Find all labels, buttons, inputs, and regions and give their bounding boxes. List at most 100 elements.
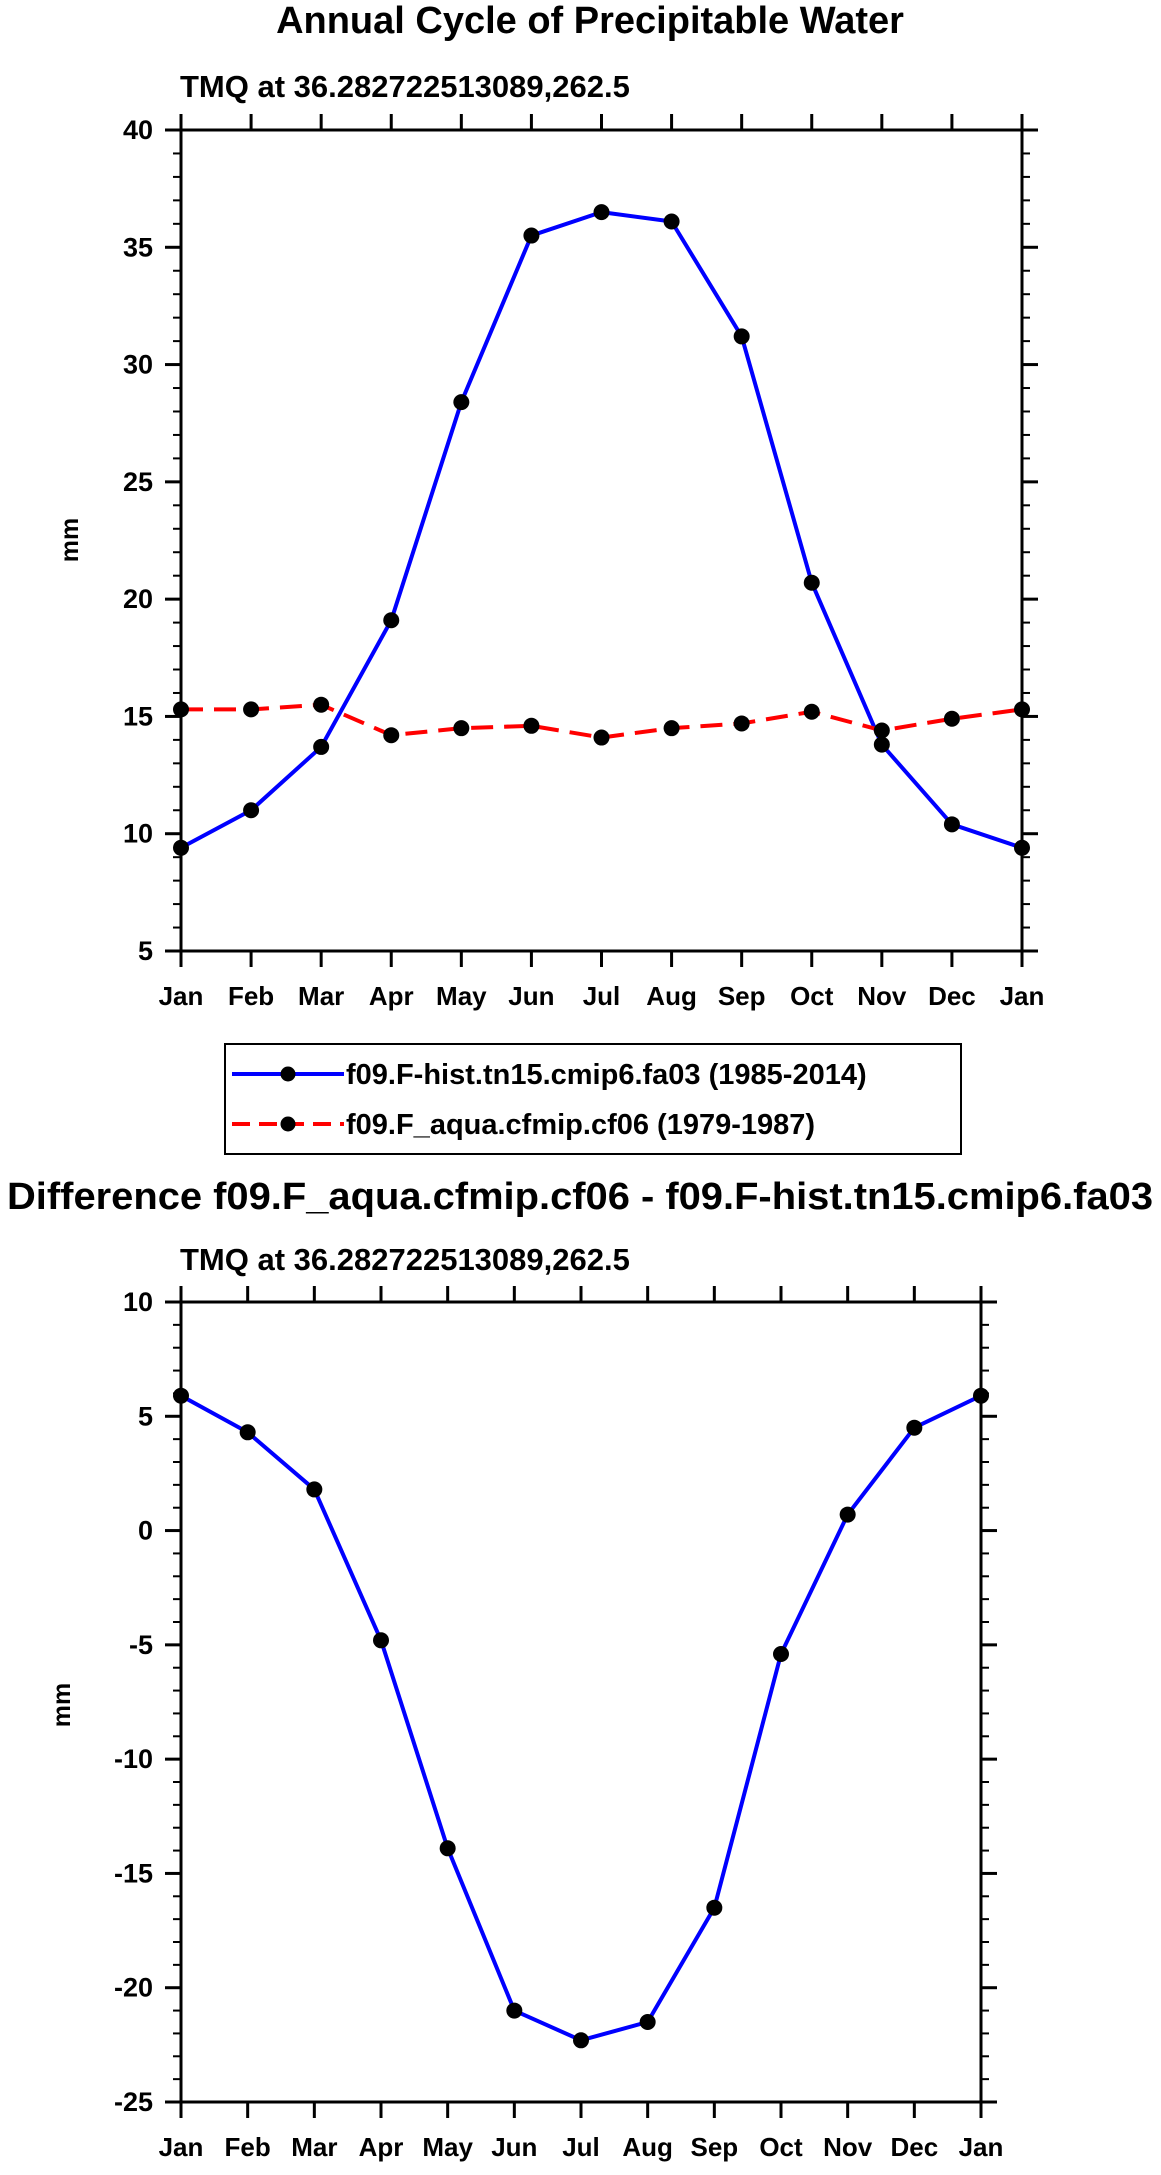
data-point — [239, 1424, 256, 1441]
y-ticks: 5 10 15 20 25 30 35 40 — [123, 115, 1038, 966]
x-tick-label: Oct — [790, 981, 834, 1011]
x-tick-label: Aug — [622, 2132, 673, 2162]
data-point — [313, 738, 330, 755]
data-point — [593, 729, 610, 746]
x-tick-label: Feb — [225, 2132, 271, 2162]
data-point — [173, 701, 189, 718]
x-tick-label: Jun — [508, 981, 554, 1011]
y-tick-label: -25 — [114, 2087, 153, 2117]
data-point — [1014, 839, 1030, 856]
data-point — [973, 1387, 989, 1404]
legend-label-series-1: f09.F-hist.tn15.cmip6.fa03 (1985-2014) — [346, 1059, 867, 1091]
data-point — [173, 839, 189, 856]
x-tick-label: Apr — [369, 981, 414, 1011]
x-tick-label: Feb — [228, 981, 274, 1011]
x-tick-label: May — [436, 981, 487, 1011]
chart-title: Difference f09.F_aqua.cfmip.cf06 - f09.F… — [7, 1176, 1153, 1218]
x-tick-label: Jan — [159, 981, 204, 1011]
x-ticks: Jan Feb Mar Apr May Jun Jul Aug Sep Oct Nov Dec Jan — [159, 1286, 1004, 2162]
data-point — [873, 722, 890, 739]
y-tick-label: 10 — [123, 1287, 153, 1317]
data-point — [839, 1506, 856, 1523]
x-tick-label: Jul — [562, 2132, 600, 2162]
y-tick-label: -10 — [114, 1744, 153, 1774]
data-point — [663, 213, 680, 230]
data-point — [803, 703, 820, 720]
data-point — [523, 717, 540, 734]
series — [173, 204, 1030, 856]
y-tick-label: 15 — [123, 701, 153, 731]
y-tick-label: 0 — [138, 1516, 153, 1546]
data-point — [383, 727, 400, 744]
legend-marker-series-1 — [280, 1066, 296, 1082]
data-point — [803, 574, 820, 591]
data-point — [573, 2032, 589, 2049]
legend-label-series-2: f09.F_aqua.cfmip.cf06 (1979-1987) — [346, 1109, 815, 1141]
x-tick-label: Aug — [646, 981, 697, 1011]
data-point — [593, 204, 610, 221]
x-tick-label: Nov — [857, 981, 907, 1011]
chart-subtitle: TMQ at 36.282722513089,262.5 — [180, 1242, 630, 1277]
x-tick-label: Apr — [359, 2132, 404, 2162]
difference-chart: Difference f09.F_aqua.cfmip.cf06 - f09.F… — [7, 1176, 1153, 2162]
data-point — [706, 1899, 723, 1916]
x-tick-label: Dec — [928, 981, 976, 1011]
data-point — [383, 612, 400, 629]
x-tick-label: Oct — [759, 2132, 803, 2162]
x-tick-label: May — [422, 2132, 473, 2162]
chart-subtitle: TMQ at 36.282722513089,262.5 — [180, 69, 630, 104]
legend-box — [224, 1043, 962, 1155]
chart-title: Annual Cycle of Precipitable Water — [276, 0, 904, 42]
legend-marker-series-2 — [280, 1116, 296, 1132]
data-point — [313, 696, 330, 713]
data-point — [773, 1646, 789, 1662]
y-tick-label: -5 — [129, 1630, 153, 1660]
data-point — [1014, 701, 1030, 718]
y-tick-label: -15 — [114, 1858, 153, 1888]
annual-cycle-chart: Annual Cycle of Precipitable Water TMQ a… — [56, 0, 1044, 1011]
x-tick-label: Nov — [823, 2132, 873, 2162]
data-point — [453, 720, 470, 737]
x-tick-label: Jan — [959, 2132, 1004, 2162]
x-tick-label: Jun — [491, 2132, 537, 2162]
data-point — [639, 2014, 656, 2030]
plot-frame — [179, 1300, 983, 2104]
data-point — [453, 394, 470, 411]
y-tick-label: 5 — [138, 936, 153, 966]
y-tick-label: 10 — [123, 819, 153, 849]
series — [173, 1387, 989, 2049]
data-point — [733, 328, 750, 345]
x-tick-label: Dec — [890, 2132, 938, 2162]
x-tick-label: Jan — [1000, 981, 1045, 1011]
y-tick-label: 35 — [123, 232, 153, 262]
data-point — [906, 1419, 923, 1436]
series-line-1 — [180, 1393, 982, 2043]
y-ticks: -25 -20 -15 -10 -5 0 5 10 — [114, 1287, 997, 2117]
data-point — [523, 227, 540, 244]
data-point — [373, 1632, 389, 1649]
x-ticks: Jan Feb Mar Apr May Jun Jul Aug Sep Oct Nov Dec Jan — [159, 114, 1045, 1011]
y-tick-label: 20 — [123, 584, 153, 614]
y-tick-label: 40 — [123, 115, 153, 145]
x-tick-label: Jan — [159, 2132, 204, 2162]
x-tick-label: Sep — [690, 2132, 738, 2162]
data-point — [733, 715, 750, 732]
data-point — [173, 1387, 189, 1404]
y-tick-label: -20 — [114, 1973, 153, 2003]
x-tick-label: Sep — [718, 981, 766, 1011]
y-tick-label: 5 — [138, 1401, 153, 1431]
axes — [179, 128, 1024, 953]
y-tick-label: 25 — [123, 467, 153, 497]
x-tick-label: Mar — [298, 981, 344, 1011]
data-point — [873, 736, 890, 753]
data-point — [943, 816, 960, 833]
axes — [179, 1300, 983, 2104]
y-tick-label: 30 — [123, 350, 153, 380]
x-tick-label: Mar — [291, 2132, 337, 2162]
y-axis-label: mm — [56, 518, 84, 562]
data-point — [306, 1481, 323, 1498]
data-point — [439, 1840, 456, 1857]
data-point — [943, 710, 960, 727]
data-point — [243, 701, 260, 718]
data-point — [506, 2002, 523, 2019]
